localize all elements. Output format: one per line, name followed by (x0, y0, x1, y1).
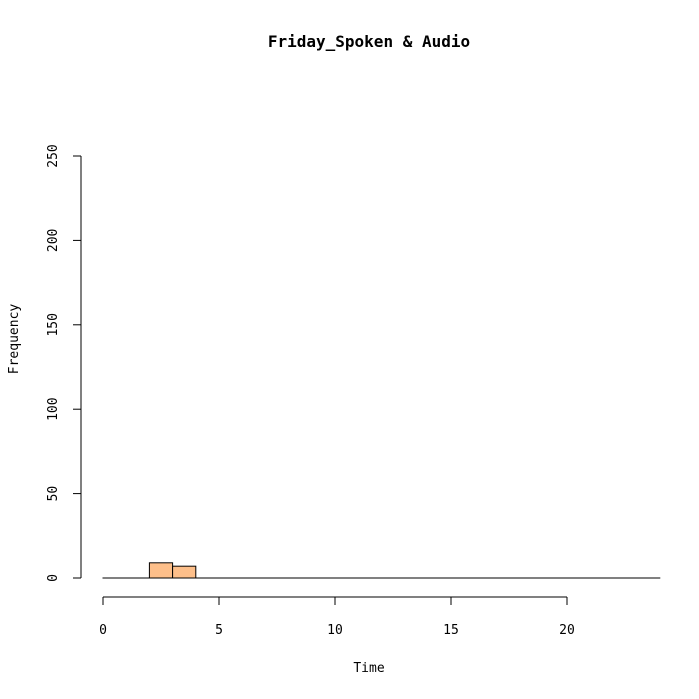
x-tick-label: 5 (215, 623, 223, 638)
histogram-bar (172, 565, 197, 579)
y-tick-label: 100 (46, 397, 61, 420)
y-ticks-group: 0 50 100 150 200 250 (46, 144, 81, 582)
y-tick-label: 50 (46, 486, 61, 502)
x-tick-label: 20 (559, 623, 575, 638)
y-axis-label: Frequency (7, 304, 22, 375)
histogram-bar (148, 562, 174, 579)
y-tick-label: 150 (46, 313, 61, 336)
chart-title: Friday_Spoken & Audio (268, 32, 470, 51)
x-tick-label: 0 (99, 623, 107, 638)
y-tick-label: 200 (46, 229, 61, 252)
x-axis-label: Time (353, 661, 384, 676)
x-ticks-group: 0 5 10 15 20 (99, 597, 575, 638)
y-tick-label: 250 (46, 144, 61, 167)
x-tick-label: 10 (327, 623, 343, 638)
y-tick-label: 0 (46, 574, 61, 582)
x-tick-label: 15 (443, 623, 459, 638)
bars-group (102, 562, 661, 579)
